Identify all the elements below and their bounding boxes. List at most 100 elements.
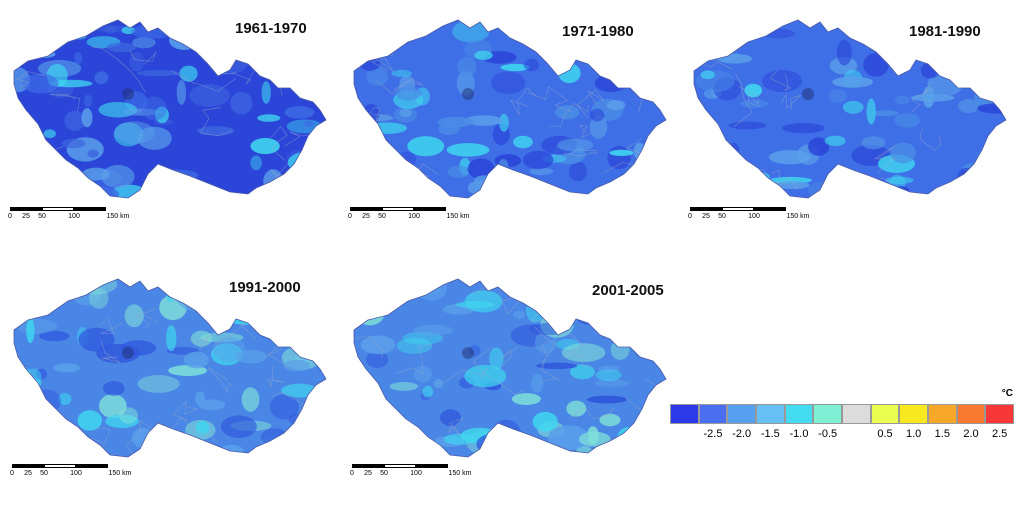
map-patch [118, 407, 138, 424]
map-patch [836, 39, 852, 66]
map-patch [962, 162, 996, 174]
map-patch [78, 186, 120, 198]
map-patch [286, 119, 323, 134]
scale-tick-label: 150 km [786, 213, 810, 220]
map-patch [617, 426, 642, 450]
map-patch [189, 84, 231, 107]
legend-color-box [985, 404, 1015, 424]
color-legend: °C -2.5 -2.0 -1.5 -1.0 -0.5 0.5 1.0 1.5 2.0 2.5 [670, 388, 1015, 448]
map-patch [446, 143, 490, 157]
map-patch [437, 116, 474, 128]
map-patch [366, 351, 389, 369]
map-patch [18, 380, 40, 397]
map-patch [362, 103, 380, 124]
map-patch [374, 441, 401, 457]
map-patch [474, 50, 493, 61]
map-patch [808, 137, 830, 156]
scale-segment [706, 207, 722, 211]
scale-tick-label: 25 [22, 213, 30, 220]
map-patch [106, 42, 137, 53]
map-patch [890, 142, 916, 164]
map-patch [728, 121, 767, 130]
map-patch [89, 288, 109, 309]
legend-label: 1.0 [906, 428, 922, 440]
map-patch [589, 115, 608, 139]
map-patch [464, 364, 507, 388]
map-patch [976, 148, 999, 168]
district-border [100, 339, 121, 364]
map-patch [49, 79, 93, 88]
map-patch [842, 100, 864, 114]
district-border [733, 73, 753, 128]
scale-segment [722, 207, 754, 211]
district-border [91, 46, 146, 93]
map-patch [457, 56, 477, 77]
district-border [770, 69, 792, 91]
map-patch [124, 304, 144, 328]
map-patch [566, 400, 587, 417]
scale-bar: 0 25 50 100 150 km [348, 207, 470, 231]
map-patch [619, 57, 634, 69]
district-border [920, 128, 942, 151]
scale-tick-label: 50 [378, 213, 386, 220]
map-patch [303, 120, 314, 128]
legend-color-box [698, 404, 728, 424]
map-patch [365, 143, 381, 164]
map-patch [114, 121, 156, 144]
district-border [97, 318, 123, 334]
map-patch [594, 74, 628, 93]
scale-tick-label: 150 km [446, 213, 470, 220]
scale-tick-label: 25 [362, 213, 370, 220]
scale-tick-label: 25 [24, 470, 32, 477]
map-patch [64, 426, 73, 441]
map-patch [595, 379, 629, 387]
legend-label: 2.0 [963, 428, 979, 440]
map-panel-1971-1980: 1971-1980 [348, 14, 678, 239]
legend-color-box [899, 404, 929, 424]
map-patch [517, 20, 545, 46]
map-patch [396, 337, 433, 354]
map-patch [700, 70, 715, 80]
map-patch [557, 138, 594, 152]
map-patch [532, 411, 558, 432]
scale-segment [352, 464, 368, 468]
legend-color-box [928, 404, 957, 424]
czech-map-1971-1980 [353, 19, 667, 199]
map-patch [220, 415, 257, 438]
map-patch [920, 62, 940, 79]
map-patch [230, 91, 253, 115]
map-patch [98, 393, 127, 418]
map-patch [261, 81, 271, 104]
map-patch [179, 65, 198, 82]
map-patch [360, 335, 396, 355]
map-patch [740, 99, 769, 108]
map-patch [568, 161, 587, 182]
legend-label: -0.5 [818, 428, 838, 440]
map-title: 1981-1990 [909, 23, 981, 40]
map-patch [269, 394, 299, 420]
district-border [261, 341, 289, 369]
map-patch [36, 368, 48, 380]
map-patch [586, 395, 628, 404]
map-patch [18, 450, 44, 457]
scale-tick-label: 25 [364, 470, 372, 477]
legend-color-box [956, 404, 986, 424]
scale-tick-label: 150 km [108, 470, 132, 477]
map-patch [635, 73, 661, 82]
map-patch [163, 426, 172, 450]
map-patch [464, 290, 503, 313]
map-patch [957, 167, 976, 189]
map-patch [595, 369, 622, 382]
district-border [534, 326, 557, 359]
map-patch [561, 343, 606, 363]
map-patch [24, 165, 55, 181]
map-patch [654, 83, 666, 99]
map-patch [14, 425, 35, 450]
map-patch [407, 136, 445, 157]
scale-bar: 0 25 50 100 150 km [350, 464, 472, 488]
scale-tick-label: 25 [702, 213, 710, 220]
scale-segment [12, 464, 28, 468]
map-patch [137, 375, 180, 393]
map-patch [399, 108, 412, 118]
scale-segment [28, 464, 44, 468]
